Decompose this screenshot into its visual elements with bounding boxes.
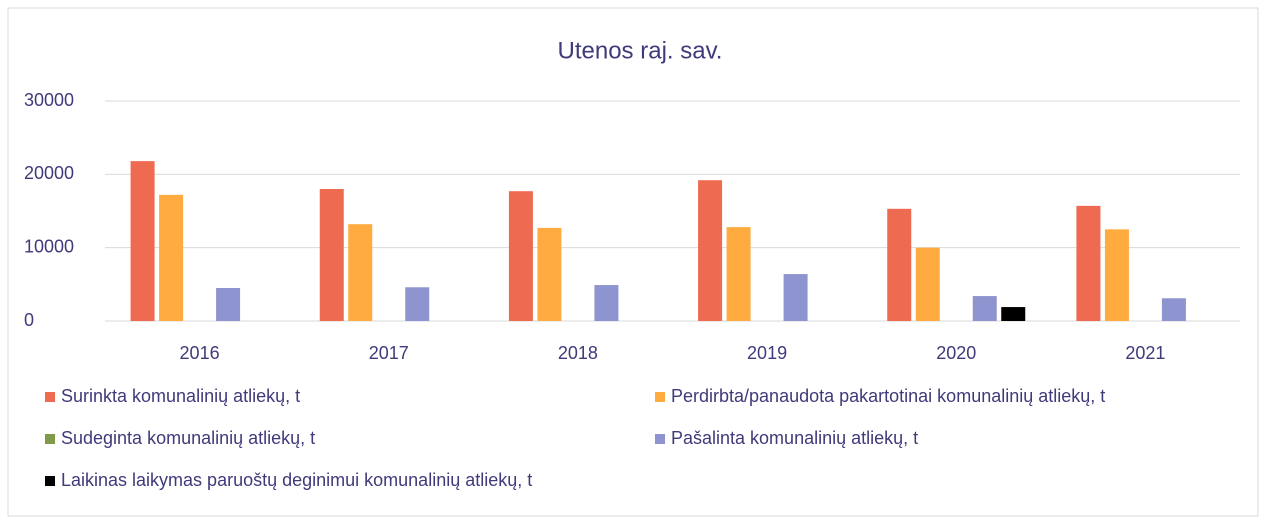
legend-label: Laikinas laikymas paruoštų deginimui kom…	[61, 470, 532, 490]
bar	[915, 247, 940, 321]
bar	[783, 274, 808, 321]
bar	[972, 296, 997, 321]
bar	[405, 287, 430, 321]
x-tick-label: 2019	[747, 343, 787, 363]
y-tick-label: 0	[24, 310, 34, 330]
bar	[1161, 298, 1186, 321]
x-tick-label: 2017	[369, 343, 409, 363]
legend-label: Pašalinta komunalinių atliekų, t	[671, 428, 918, 448]
bar	[348, 224, 373, 321]
bar	[1001, 307, 1026, 321]
bar	[594, 285, 619, 321]
bar	[1076, 205, 1101, 321]
x-tick-label: 2021	[1125, 343, 1165, 363]
legend-label: Perdirbta/panaudota pakartotinai komunal…	[671, 386, 1105, 406]
legend-swatch	[45, 434, 55, 444]
x-tick-label: 2018	[558, 343, 598, 363]
bar	[130, 161, 155, 321]
bar	[508, 191, 533, 321]
bar	[159, 194, 184, 321]
bar	[726, 227, 751, 321]
bar	[537, 227, 562, 321]
bar	[216, 288, 241, 321]
bar	[698, 180, 723, 321]
legend-label: Sudeginta komunalinių atliekų, t	[61, 428, 315, 448]
bar	[1104, 229, 1129, 321]
x-tick-label: 2016	[180, 343, 220, 363]
legend-swatch	[655, 434, 665, 444]
y-tick-label: 20000	[24, 163, 74, 183]
legend-swatch	[45, 476, 55, 486]
y-tick-label: 30000	[24, 90, 74, 110]
chart-title: Utenos raj. sav.	[558, 37, 723, 64]
bar	[319, 189, 344, 321]
y-tick-label: 10000	[24, 236, 74, 256]
bar	[887, 208, 912, 321]
legend-swatch	[655, 392, 665, 402]
chart-frame	[7, 7, 1259, 517]
legend-label: Surinkta komunalinių atliekų, t	[61, 386, 300, 406]
legend-swatch	[45, 392, 55, 402]
x-tick-label: 2020	[936, 343, 976, 363]
